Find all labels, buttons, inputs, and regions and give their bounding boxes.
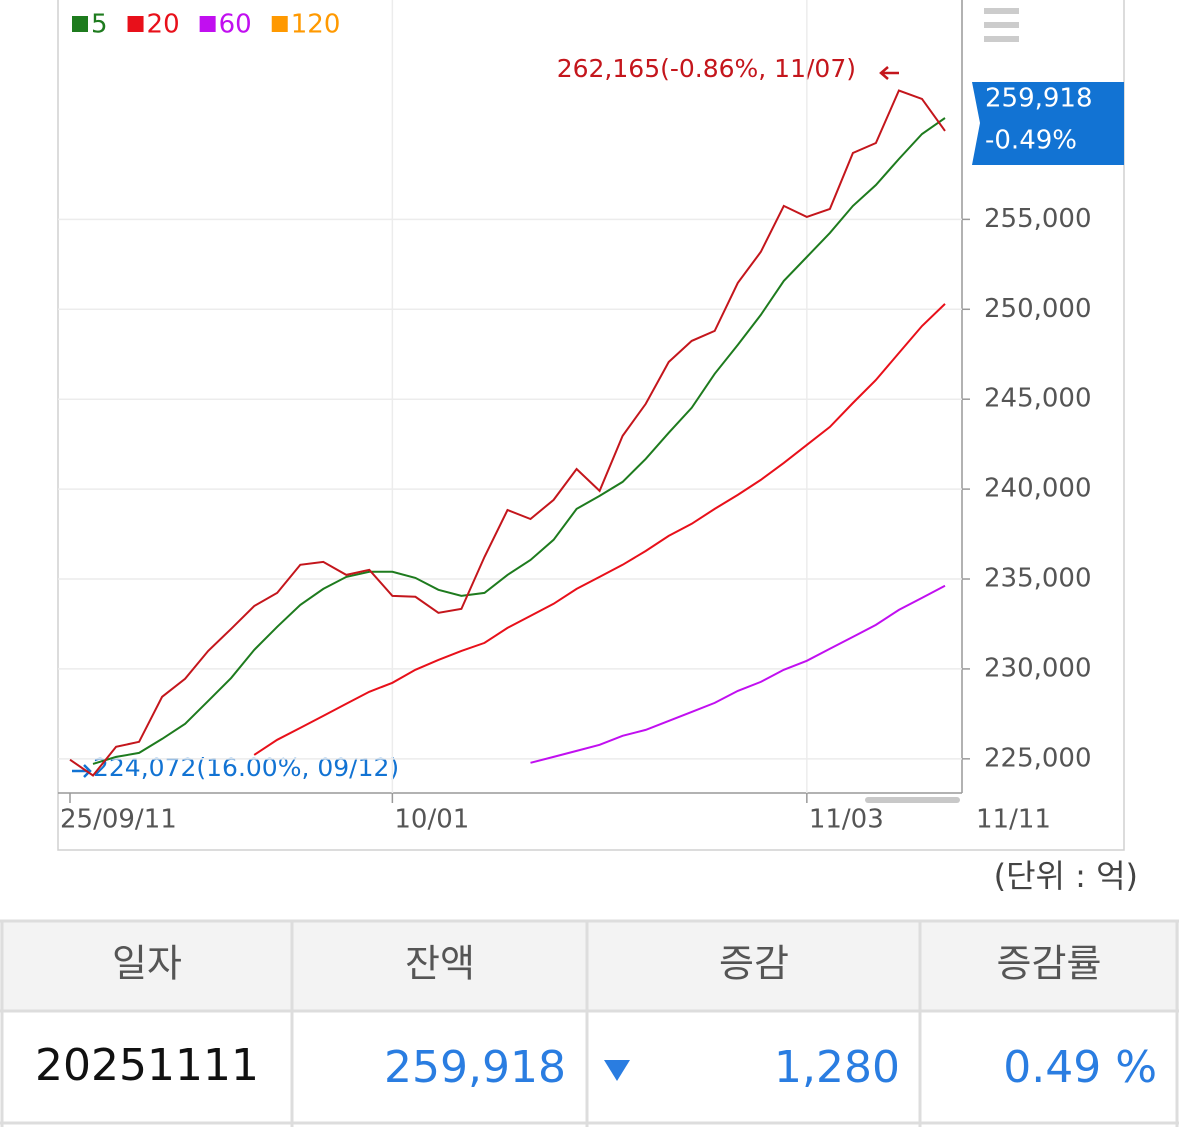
change-cell: 1,280 (774, 1042, 900, 1093)
balance-cell: 259,918 (384, 1042, 566, 1093)
header-cell: 증감 (719, 942, 789, 986)
y-tick-label: 255,000 (984, 204, 1092, 234)
menu-bar (984, 8, 1019, 14)
ma-line (92, 117, 946, 765)
down-icon (604, 1060, 630, 1081)
y-tick-label: 250,000 (984, 294, 1092, 324)
table: 일자 잔액 증감 증감률 20251111 259,918 1,280 0.49… (0, 919, 1179, 1127)
price-line (69, 89, 946, 777)
ma-line (253, 303, 946, 756)
x-tick-label: 11/11 (976, 805, 1051, 835)
unit-label: (단위 : 억) (994, 857, 1138, 895)
rate-cell: 0.49 % (1003, 1042, 1157, 1093)
max-annotation: 262,165(-0.86%, 11/07) (557, 54, 856, 83)
price-value: 259,918 (985, 84, 1093, 114)
legend-swatch (127, 16, 144, 32)
chart-frame (57, 0, 1125, 851)
header-row (0, 920, 1179, 1012)
y-tick-label: 245,000 (984, 384, 1092, 414)
y-tick-label: 225,000 (984, 743, 1092, 773)
max-arrow (879, 66, 899, 80)
header-cell: 일자 (112, 942, 182, 986)
menu-icon[interactable] (984, 8, 1019, 42)
x-tick-label: 25/09/11 (60, 805, 177, 835)
menu-bar (984, 36, 1019, 42)
scrollbar[interactable] (865, 797, 960, 803)
legend-label: 5 (91, 10, 108, 40)
x-tick-label: 11/03 (809, 805, 884, 835)
y-tick-label: 240,000 (984, 474, 1092, 504)
y-tick-label: 230,000 (984, 653, 1092, 683)
header-cell: 잔액 (405, 942, 475, 986)
y-tick-label: 235,000 (984, 564, 1092, 594)
price-change: -0.49% (985, 126, 1077, 156)
min-annotation: 224,072(16.00%, 09/12) (93, 753, 399, 782)
legend-swatch (199, 16, 216, 32)
legend-swatch (271, 16, 288, 32)
price-box (972, 82, 1124, 165)
legend-swatch (72, 16, 88, 32)
ma-line (530, 584, 946, 764)
date-cell: 20251111 (35, 1040, 259, 1091)
x-tick-label: 10/01 (394, 805, 469, 835)
legend-label: 60 (219, 10, 252, 40)
header-cell: 증감률 (997, 942, 1102, 986)
legend-label: 120 (291, 10, 341, 40)
legend-label: 20 (147, 10, 180, 40)
menu-bar (984, 22, 1019, 28)
